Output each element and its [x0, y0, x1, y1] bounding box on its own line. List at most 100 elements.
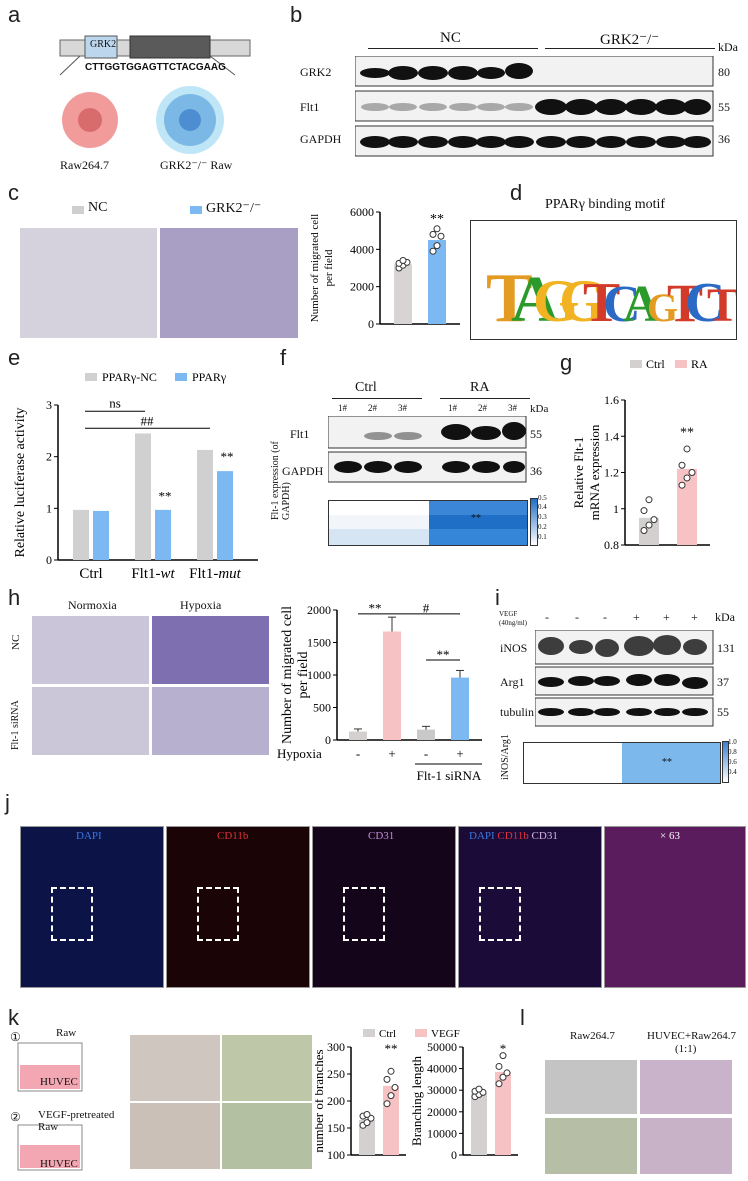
channel-label-dapi: DAPI — [76, 830, 102, 842]
panel-i: VEGF (40ng/ml) - - - + + + kDa iNOS Arg1… — [495, 605, 745, 790]
bar — [383, 631, 401, 740]
data-point — [645, 521, 653, 529]
vegf-sign: - — [545, 610, 549, 624]
bar — [93, 510, 109, 560]
motif-logo: T A G G T C A G T C T — [486, 260, 739, 337]
roi-box — [479, 887, 521, 941]
heatmap-ylabel: Flt-1 expression (of GAPDH) — [270, 441, 292, 520]
image-merge: DAPI CD11b CD31 — [458, 826, 602, 988]
microscopy-sirna-hypoxia — [152, 687, 269, 755]
microscopy-ko — [160, 228, 298, 338]
data-point — [433, 242, 441, 250]
vector-gene-label: GRK2 — [90, 39, 117, 50]
data-point — [640, 507, 648, 515]
motif-title: PPARγ binding motif — [545, 197, 666, 212]
y-tick-label: 2000 — [350, 280, 374, 294]
microscopy-sirna-normoxia — [32, 687, 149, 755]
vegf-label: VEGF (40ng/ml) — [499, 610, 527, 627]
panel-b: NC GRK2⁻/⁻ kDa GRK2 Flt1 GAPDH 80 55 36 — [300, 20, 745, 170]
data-point — [363, 1111, 371, 1118]
y-tick-label: 2 — [46, 450, 52, 464]
svg-text:C: C — [603, 276, 641, 333]
panel-label-b: b — [290, 2, 303, 27]
y-tick-label: 20000 — [427, 1105, 457, 1119]
panel-d: PPARγ binding motif T A G G T C A G T C … — [465, 195, 745, 345]
colorbar — [530, 498, 538, 546]
lane-label: 2# — [478, 403, 487, 413]
bar — [495, 1071, 511, 1155]
panel-e: 0 1 2 3 Relative luciferase activity PPARγ-NC… — [10, 365, 270, 590]
legend-swatch — [85, 373, 97, 381]
hypoxia-row-label: Hypoxia — [277, 746, 322, 761]
blot-row-name: Flt1 — [290, 427, 310, 441]
data-point — [429, 230, 437, 238]
svg-text:T: T — [486, 260, 533, 337]
bar — [471, 1093, 487, 1155]
legend-label: VEGF — [431, 1028, 460, 1040]
image-zoom: × 63 — [604, 826, 746, 988]
sgrna-sequence: CTTGGTGGAGTTCTACGAAG — [85, 62, 226, 73]
blot-row-kda: 37 — [717, 675, 729, 689]
legend-label: PPARγ-NC — [102, 370, 157, 384]
blot-row-kda: 80 — [718, 65, 730, 79]
panel-a: GRK2 CTTGGTGGAGTTCTACGAAG Raw264.7 GRK2⁻… — [40, 20, 280, 180]
y-tick-label: 3 — [46, 398, 52, 412]
y-tick-label: 4000 — [350, 242, 374, 256]
legend-swatch-ko — [190, 206, 202, 214]
col-label-normoxia: Normoxia — [68, 598, 117, 612]
data-point — [437, 232, 445, 240]
roi-box — [343, 887, 385, 941]
blot-row-name: iNOS — [500, 641, 528, 655]
vegf-sign: + — [633, 610, 640, 624]
image-cd11b: CD11b — [166, 826, 310, 988]
microscopy-tube-4 — [222, 1103, 312, 1169]
col-label-coculture: HUVEC+Raw264.7 — [647, 1030, 737, 1042]
col-label-raw: Raw264.7 — [570, 1030, 615, 1042]
y-tick-label: 150 — [327, 1121, 345, 1135]
group-ra-label: RA — [470, 380, 490, 395]
channel-label-cd31: CD31 — [368, 830, 395, 842]
blot-row-name: Arg1 — [500, 675, 525, 689]
lane-label: 2# — [368, 403, 377, 413]
panel-label-k: k — [8, 1005, 19, 1030]
heatmap-cell — [329, 529, 429, 545]
lane-label: 1# — [448, 403, 457, 413]
heatmap-ylabel: iNOS/Arg1 — [500, 734, 511, 780]
panel-h: Normoxia Hypoxia NC Flt-1 siRNA 0 500 1000… — [10, 590, 490, 790]
panel-c: NC GRK2⁻/⁻ 0 2000 4000 6000 Number of migrat… — [20, 200, 500, 340]
heatmap-cell — [329, 515, 429, 529]
heatmap-cell — [429, 529, 527, 545]
lane-label: 3# — [398, 403, 407, 413]
significance-label: ** — [437, 647, 450, 662]
significance-label: ** — [159, 489, 172, 504]
data-point — [475, 1085, 483, 1093]
blot-row-name: GAPDH — [300, 132, 342, 146]
colorbar-tick: 0.6 — [728, 758, 737, 766]
significance-label: ** — [369, 601, 382, 616]
kda-label: kDa — [715, 610, 735, 624]
y-tick-label: 0 — [325, 733, 331, 747]
y-tick-label: 2000 — [307, 603, 331, 617]
data-point — [503, 1069, 511, 1077]
blot-row-name: Flt1 — [300, 100, 320, 114]
colorbar-tick: 0.3 — [538, 513, 547, 521]
microscopy-nc-normoxia — [32, 616, 149, 684]
y-tick-label: 0 — [46, 553, 52, 567]
data-point — [640, 527, 648, 534]
vegf-sign: - — [575, 610, 579, 624]
heatmap: ** — [328, 500, 528, 546]
merge-label-cd31: CD31 — [531, 830, 558, 842]
group-nc-label: NC — [440, 30, 461, 46]
blot-image — [535, 630, 714, 727]
microscopy-nc — [20, 228, 157, 338]
blot-row-kda: 55 — [717, 705, 729, 719]
svg-text:T: T — [583, 272, 620, 334]
legend-swatch-nc — [72, 206, 84, 214]
cell-left-label: Raw264.7 — [60, 158, 109, 172]
colorbar-tick: 0.1 — [538, 533, 547, 541]
transwell-diagram — [17, 1042, 83, 1171]
blot-row-name: tubulin — [500, 705, 535, 719]
chart-c: 0 2000 4000 6000 Number of migrated cell per … — [309, 205, 460, 331]
x-sign: + — [388, 746, 395, 761]
image-dapi: DAPI — [20, 826, 164, 988]
